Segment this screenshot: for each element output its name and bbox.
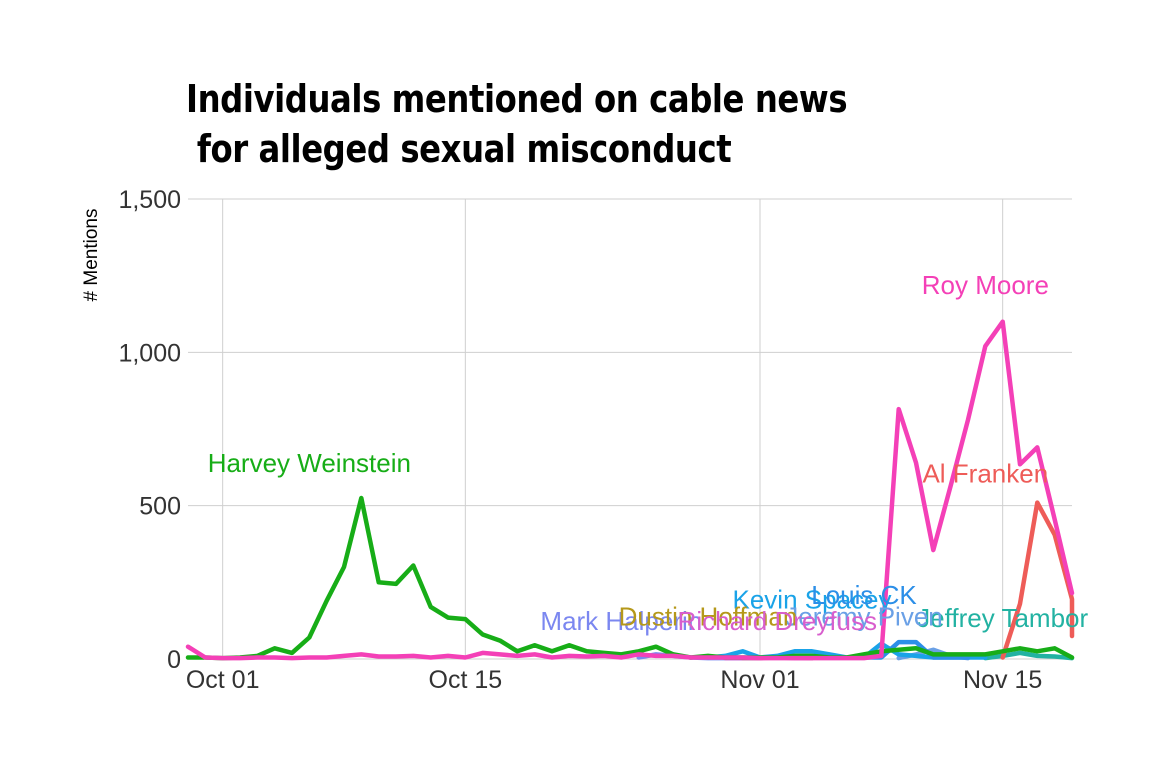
grid-lines	[188, 198, 1072, 660]
y-axis-ticks: 0 500 1,000 1,500	[118, 186, 181, 674]
series-label: Dustin Hoffman	[619, 601, 798, 631]
series-line-roy-moore	[185, 319, 1075, 661]
series-label: Harvey Weinstein	[208, 448, 411, 478]
series-label: Kevin Spacey	[733, 584, 892, 614]
chart-title: Individuals mentioned on cable news for …	[186, 77, 848, 171]
y-tick-label: 0	[167, 646, 181, 674]
series-label: Jeremy Piven	[785, 601, 943, 631]
series-label: Roy Moore	[922, 270, 1049, 300]
x-tick-label: Nov 15	[963, 666, 1042, 694]
series-labels: Harvey Weinstein Roy Moore Al Franken Kevin…	[208, 270, 1089, 636]
y-tick-label: 1,500	[118, 186, 181, 214]
series-line-jeffrey-tambor	[983, 650, 1075, 661]
x-tick-label: Oct 01	[186, 666, 260, 694]
x-axis-ticks: Oct 01 Oct 15 Nov 01 Nov 15	[186, 666, 1042, 694]
series-lines	[185, 319, 1075, 661]
series-line-harvey-weinstein	[185, 495, 1075, 661]
series-label: Jeffrey Tambor	[917, 603, 1088, 633]
x-tick-label: Oct 15	[429, 666, 503, 694]
series-label: Mark Halperin	[540, 606, 702, 636]
y-tick-label: 500	[139, 493, 181, 521]
y-tick-label: 1,000	[118, 339, 181, 367]
series-label: Richard Dreyfuss	[678, 606, 877, 636]
series-line-al-franken	[1000, 500, 1075, 660]
series-label: Al Franken	[922, 459, 1048, 489]
series-label: Louis CK	[811, 580, 917, 610]
x-tick-label: Nov 01	[720, 666, 799, 694]
y-axis-title: # Mentions	[81, 209, 102, 302]
